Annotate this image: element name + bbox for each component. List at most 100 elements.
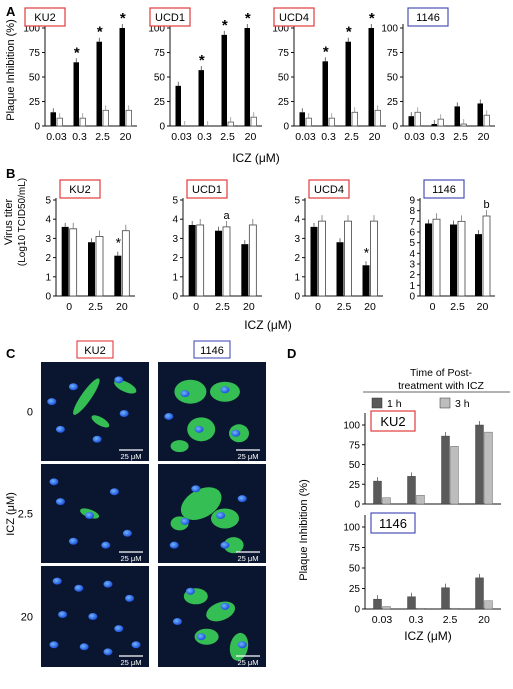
bar-3h — [382, 606, 391, 610]
bar-black — [408, 116, 414, 126]
x-tick-label: 0.03 — [404, 131, 425, 143]
bar-black — [73, 62, 79, 126]
scale-bar-label: 25 μM — [238, 452, 259, 461]
y-tick-label: 0 — [34, 122, 40, 133]
y-tick-label: 3 — [294, 234, 300, 245]
y-tick-label: 3 — [409, 260, 415, 271]
bar-black — [96, 41, 102, 126]
bar-black — [368, 28, 374, 126]
bar-black — [450, 224, 457, 296]
cell-nucleus — [55, 425, 65, 433]
significance-star: * — [245, 10, 251, 27]
cell-nucleus — [180, 390, 190, 398]
y-tick-label: 25 — [154, 97, 166, 108]
bar-white — [460, 123, 467, 127]
panel-d-xlabel: ICZ (μM) — [404, 629, 452, 643]
bar-white — [457, 220, 466, 297]
bar-white — [250, 116, 257, 127]
subplot-label-box — [186, 179, 228, 199]
x-tick-label: 0.3 — [72, 131, 87, 143]
micrograph-1146-icz-0: 25 μM — [158, 362, 266, 461]
bar-black — [336, 242, 344, 296]
cell-nucleus — [237, 495, 247, 503]
scale-bar-label: 25 μM — [238, 658, 259, 667]
subplot-label: 1146 — [432, 184, 456, 196]
cell-nucleus — [231, 429, 241, 437]
bar-black — [362, 265, 370, 296]
panel-letter-b: B — [6, 166, 15, 181]
column-label: 1146 — [200, 345, 224, 357]
cell-nucleus — [125, 594, 135, 602]
bar-1h — [407, 596, 416, 610]
bar-white — [370, 220, 378, 297]
bar-1h — [407, 476, 416, 505]
x-tick-label: 0 — [193, 301, 199, 313]
bar-black — [119, 28, 125, 126]
bar-black — [198, 70, 204, 126]
cell-nucleus — [172, 618, 182, 626]
bar-black — [221, 34, 227, 126]
cell-nucleus — [185, 587, 195, 595]
scale-bar-label: 25 μM — [121, 554, 142, 563]
cell-nucleus — [114, 376, 124, 384]
bar-black — [475, 234, 482, 296]
bar-1h — [441, 435, 450, 505]
x-tick-label: 0.03 — [372, 614, 393, 626]
row-label: 20 — [21, 612, 33, 624]
legend-label: 3 h — [455, 398, 470, 410]
bar-white — [95, 236, 104, 297]
cell-green-stain — [180, 487, 222, 520]
cell-nucleus — [52, 577, 62, 585]
micrograph-1146-icz-20: 25 μM — [158, 566, 266, 667]
y-tick-label: 5 — [172, 196, 178, 207]
bar-white — [56, 117, 63, 127]
subplot-label-box — [308, 179, 350, 199]
x-tick-label: 2.5 — [344, 131, 359, 143]
legend-swatch — [439, 397, 451, 409]
x-tick-label: 20 — [243, 301, 255, 313]
subplot-label-box — [370, 410, 416, 432]
y-tick-label: 75 — [278, 48, 290, 59]
legend-label: 1 h — [387, 398, 402, 410]
bar-3h — [450, 607, 459, 610]
cell-nucleus — [114, 625, 124, 633]
bar-black — [114, 255, 122, 296]
y-tick-label: 100 — [381, 24, 398, 35]
cell-nucleus — [47, 398, 57, 406]
column-label-box — [76, 340, 114, 359]
cell-nucleus — [68, 537, 78, 545]
x-tick-label: 2.5 — [443, 614, 458, 626]
column-label-box — [193, 340, 231, 359]
cell-green-stain — [170, 440, 189, 453]
significance-star: * — [120, 10, 126, 27]
panel-letter-d: D — [287, 346, 296, 361]
concentration-axis-label: ICZ (μM) — [5, 492, 17, 536]
cell-green-stain — [174, 379, 207, 404]
y-tick-label: 0 — [159, 122, 165, 133]
subplot-label: KU2 — [34, 12, 55, 24]
cell-nucleus — [220, 386, 230, 394]
y-tick-label: 100 — [343, 421, 360, 432]
subplot-label-box — [24, 7, 66, 27]
panel-a-subplot-ucd1: 0 25 50 75 100 0.03 0.3 * 2.5 * 20 * UCD1 — [148, 7, 262, 143]
micrograph-background — [41, 362, 149, 461]
bar-black — [50, 112, 56, 126]
y-tick-label: 100 — [148, 24, 165, 35]
bar-black — [215, 230, 222, 296]
cell-nucleus — [74, 584, 84, 592]
bar-white — [482, 215, 491, 297]
cell-nucleus — [191, 485, 201, 493]
y-tick-label: 7 — [409, 217, 415, 228]
cell-nucleus — [180, 517, 190, 525]
panel-a-ylabel: Plaque Inhibition (%) — [5, 19, 17, 121]
panel-d-subplot-1146: 0 25 50 75 100 0.03 0.3 2.5 20 1146 — [343, 512, 501, 626]
subplot-label: UCD4 — [314, 184, 344, 196]
y-tick-label: 100 — [23, 24, 40, 35]
panel-a: 0 25 50 75 100 0.03 0.3 * 2.5 * 20 * KU2 0 25 50 75 100 0.… — [23, 7, 495, 143]
cell-nucleus — [101, 541, 111, 549]
y-tick-label: 1 — [409, 281, 415, 292]
bar-white — [102, 109, 109, 127]
bar-black — [188, 224, 196, 296]
panel-a-subplot-1146: 0 25 50 75 100 0.03 0.3 2.5 20 1146 — [381, 7, 495, 143]
cell-nucleus — [88, 613, 98, 620]
